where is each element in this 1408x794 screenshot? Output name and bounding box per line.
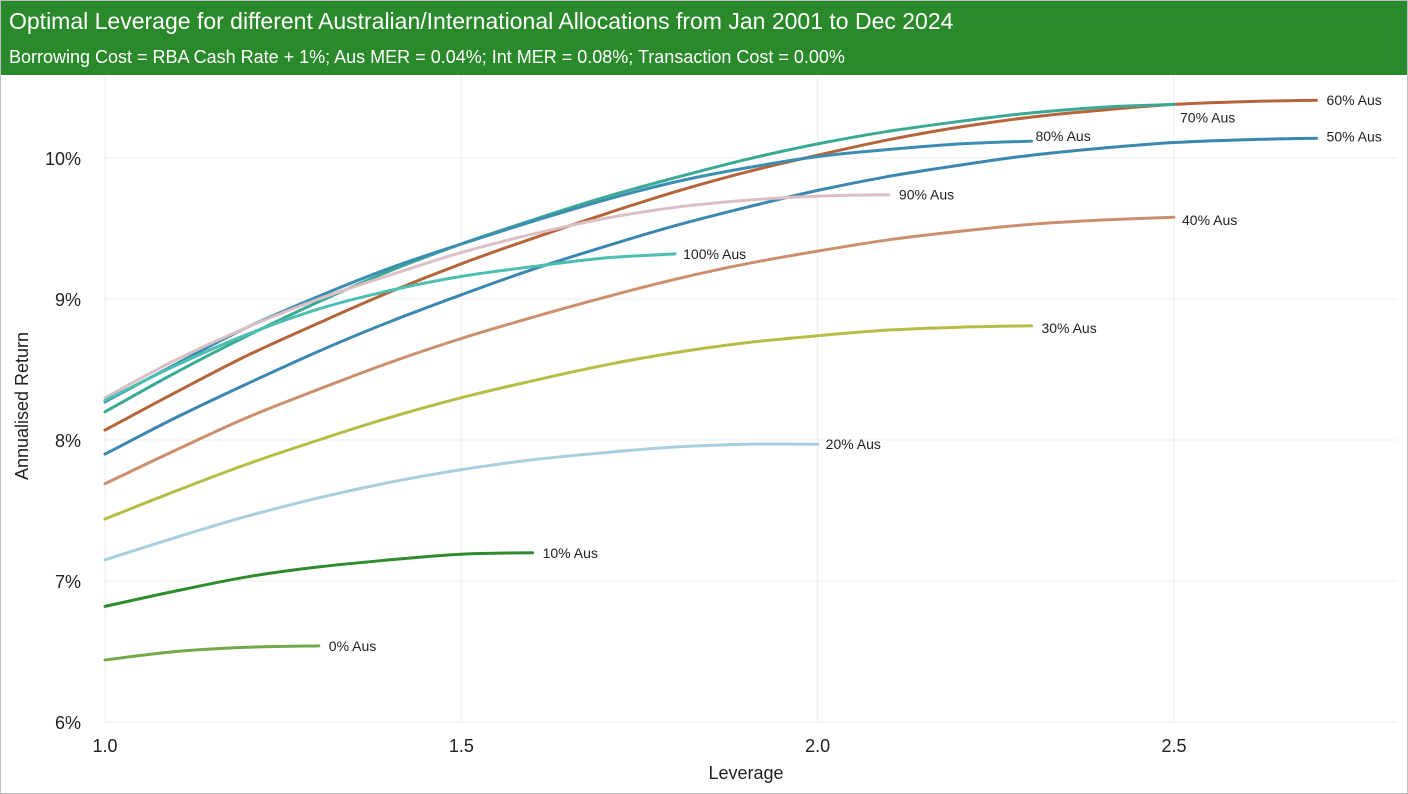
y-tick-label: 6%: [55, 713, 81, 733]
series-label-90pct-aus: 90% Aus: [899, 187, 954, 203]
series-line-70pct-aus: [103, 102, 1176, 414]
series-label-50pct-aus: 50% Aus: [1327, 128, 1382, 144]
y-tick-label: 9%: [55, 290, 81, 310]
x-tick-label: 2.0: [805, 736, 830, 756]
series-lines: [103, 98, 1318, 662]
series-label-100pct-aus: 100% Aus: [683, 246, 746, 262]
series-label-20pct-aus: 20% Aus: [826, 436, 881, 452]
y-tick-label: 8%: [55, 431, 81, 451]
chart-header: Optimal Leverage for different Australia…: [1, 1, 1407, 75]
series-line-10pct-aus: [103, 551, 535, 608]
x-axis-title: Leverage: [708, 763, 783, 783]
y-axis-title: Annualised Return: [12, 332, 32, 480]
series-label-60pct-aus: 60% Aus: [1327, 92, 1382, 108]
series-line-100pct-aus: [103, 252, 677, 402]
series-line-30pct-aus: [103, 324, 1033, 521]
x-axis-ticks: 1.0 1.5 2.0 2.5: [92, 736, 1186, 756]
series-label-10pct-aus: 10% Aus: [543, 545, 598, 561]
series-line-80pct-aus: [103, 139, 1033, 404]
y-tick-label: 7%: [55, 572, 81, 592]
y-axis-ticks: 6% 7% 8% 9% 10%: [45, 149, 81, 733]
series-line-50pct-aus: [103, 136, 1318, 456]
x-tick-label: 1.0: [92, 736, 117, 756]
series-line-0pct-aus: [103, 644, 321, 662]
series-line-60pct-aus: [103, 98, 1318, 432]
series-line-20pct-aus: [103, 442, 820, 562]
x-tick-label: 1.5: [449, 736, 474, 756]
series-label-0pct-aus: 0% Aus: [329, 638, 376, 654]
series-label-30pct-aus: 30% Aus: [1041, 320, 1096, 336]
x-tick-label: 2.5: [1161, 736, 1186, 756]
series-label-40pct-aus: 40% Aus: [1182, 212, 1237, 228]
chart-subtitle: Borrowing Cost = RBA Cash Rate + 1%; Aus…: [9, 47, 845, 67]
series-line-90pct-aus: [103, 193, 891, 400]
y-tick-label: 10%: [45, 149, 81, 169]
series-labels: 0% Aus 10% Aus 20% Aus 30% Aus 40% Aus 50% Au…: [329, 92, 1382, 654]
series-label-80pct-aus: 80% Aus: [1035, 128, 1090, 144]
chart-title: Optimal Leverage for different Australia…: [9, 8, 954, 34]
series-line-40pct-aus: [103, 215, 1176, 486]
series-label-70pct-aus: 70% Aus: [1180, 109, 1235, 125]
